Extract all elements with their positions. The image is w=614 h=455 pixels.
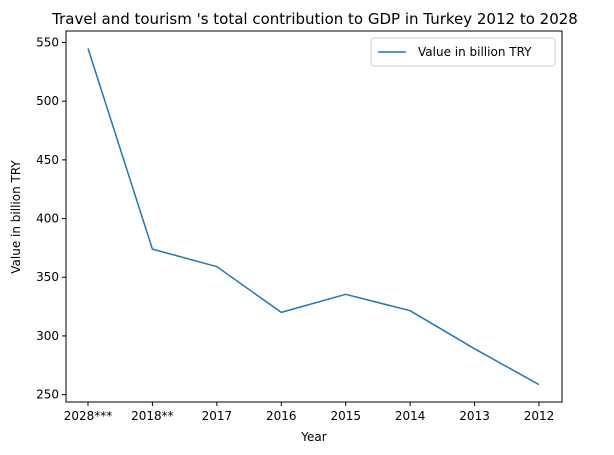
y-tick-label: 300 (36, 329, 59, 343)
y-tick-label: 350 (36, 270, 59, 284)
x-tick-label: 2016 (266, 409, 297, 423)
x-tick-label: 2017 (202, 409, 233, 423)
x-tick-label: 2014 (395, 409, 426, 423)
y-tick-label: 400 (36, 212, 59, 226)
y-axis: 250 300 350 400 450 500 550 (36, 36, 66, 402)
y-axis-label: Value in billion TRY (9, 160, 23, 274)
series-layer (87, 48, 540, 386)
y-tick-label: 550 (36, 36, 59, 50)
plot-area (65, 30, 563, 403)
x-axis-label: Year (300, 430, 326, 444)
x-tick-label: 2018** (131, 409, 174, 423)
x-tick-label: 2028*** (64, 409, 113, 423)
y-tick-label: 450 (36, 153, 59, 167)
y-tick-label: 250 (36, 388, 59, 402)
series-line (87, 48, 540, 386)
x-tick-label: 2013 (459, 409, 490, 423)
legend-box (370, 37, 556, 67)
chart-title: Travel and tourism 's total contribution… (51, 10, 578, 28)
legend-label: Value in billion TRY (418, 45, 532, 59)
x-axis: 2028*** 2018** 2017 2016 2015 2014 2013 2012 (64, 402, 555, 423)
x-tick-label: 2015 (330, 409, 361, 423)
y-tick-label: 500 (36, 94, 59, 108)
x-tick-label: 2012 (524, 409, 555, 423)
legend: Value in billion TRY (370, 37, 556, 67)
